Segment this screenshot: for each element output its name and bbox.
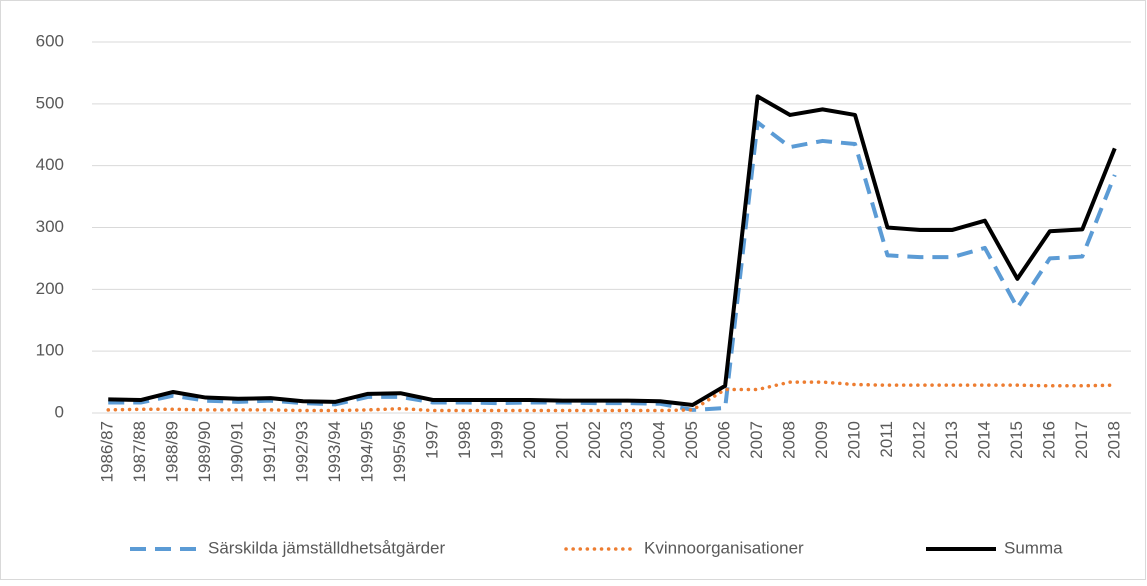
x-tick-label: 1997 [422,421,441,459]
x-tick-label: 2007 [747,421,766,459]
x-tick-label: 2010 [845,421,864,459]
legend-label: Kvinnoorganisationer [644,538,804,557]
y-tick-label: 300 [36,217,64,236]
x-tick-label: 1994/95 [357,421,376,482]
x-tick-label: 2011 [877,421,896,458]
x-tick-label: 2000 [520,421,539,459]
x-tick-label: 1998 [455,421,474,459]
x-tick-label: 1992/93 [293,421,312,482]
x-tick-label: 2014 [974,421,993,459]
x-tick-label: 2003 [617,421,636,459]
x-tick-label: 2004 [650,421,669,459]
series-line [108,94,1117,407]
x-tick-label: 2016 [1039,421,1058,459]
x-tick-label: 1987/88 [130,421,149,482]
x-tick-label: 2009 [812,421,831,459]
x-tick-label: 1989/90 [195,421,214,482]
x-tick-label: 1991/92 [260,421,279,482]
x-tick-label: 1988/89 [163,421,182,482]
x-tick-label: 2018 [1104,421,1123,459]
y-tick-label: 600 [36,31,64,50]
x-tick-label: 1990/91 [228,421,247,482]
x-tick-label: 1993/94 [325,421,344,482]
x-tick-label: 2015 [1007,421,1026,459]
series-line [106,380,1117,413]
x-tick-label: 1986/87 [98,421,117,482]
y-tick-label: 100 [36,341,64,360]
x-tick-label: 2012 [909,421,928,459]
x-tick-label: 2006 [715,421,734,459]
x-tick-label: 2017 [1072,421,1091,459]
x-tick-label: 1999 [487,421,506,459]
legend-label: Summa [1004,538,1063,557]
y-tick-label: 200 [36,279,64,298]
x-tick-label: 2013 [942,421,961,459]
x-tick-label: 2005 [682,421,701,459]
x-tick-label: 2001 [552,421,571,459]
series-line [108,120,1117,412]
x-tick-label: 2008 [780,421,799,459]
x-tick-label: 1995/96 [390,421,409,482]
y-tick-label: 500 [36,93,64,112]
y-tick-label: 400 [36,155,64,174]
x-tick-label: 2002 [585,421,604,459]
legend-label: Särskilda jämställdhetsåtgärder [208,538,446,557]
y-tick-label: 0 [55,402,64,421]
